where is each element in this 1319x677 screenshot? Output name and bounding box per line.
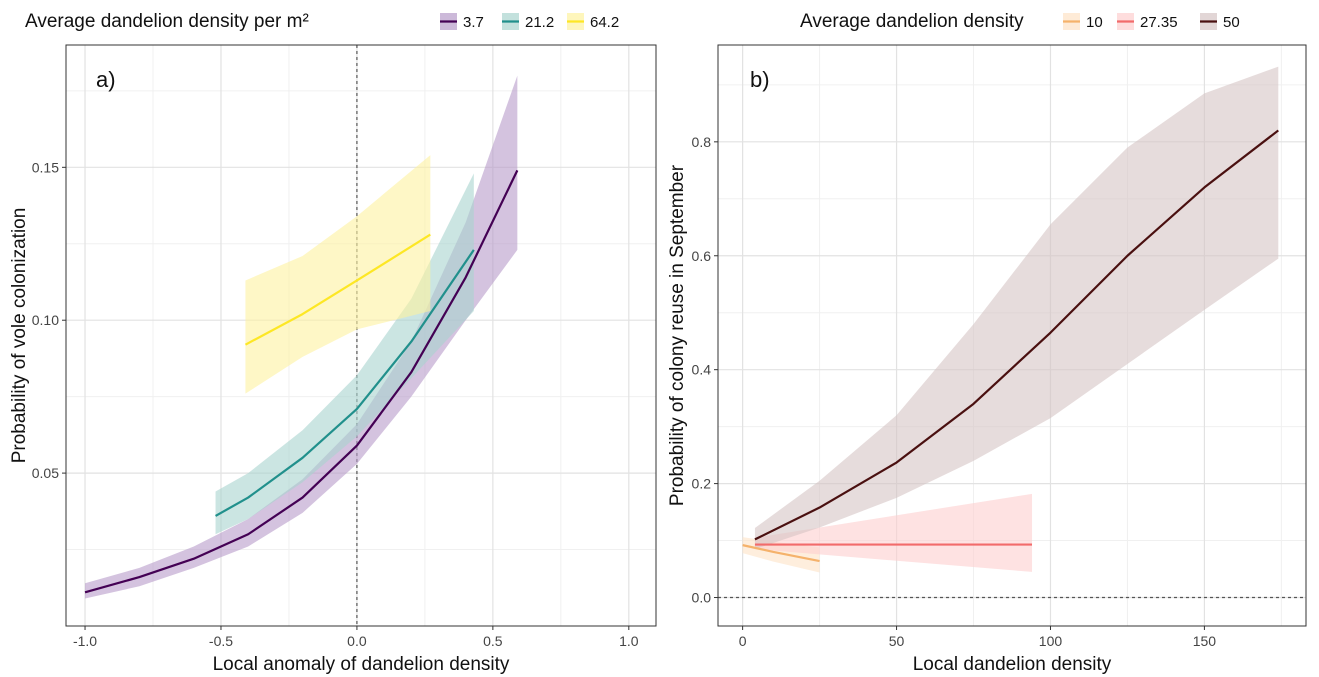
panel-a: -1.0 -0.5 0.0 0.5 1.0 0.05 0.10 0.15 Local anoma…: [9, 11, 657, 675]
y-tick-label: 0.05: [32, 465, 59, 481]
legend-label-3.7: 3.7: [463, 14, 484, 31]
legend-label-64.2: 64.2: [590, 14, 619, 31]
legend-title: Average dandelion density: [800, 11, 1024, 32]
y-tick-label: 0.8: [692, 134, 712, 150]
plot-area-a: [66, 45, 656, 626]
legend-b: Average dandelion density 10 27.35 50: [800, 11, 1240, 32]
x-tick-label: 50: [889, 633, 905, 649]
series-line-21.2: [214, 249, 475, 517]
x-axis-title: Local dandelion density: [913, 654, 1112, 675]
ci-band-64.2: [245, 155, 431, 394]
panel-border-b: [717, 44, 1307, 627]
ci-band-27.35: [754, 493, 1033, 572]
series-line-64.2: [244, 233, 431, 346]
legend-label-21.2: 21.2: [525, 14, 554, 31]
y-tick-label: 0.4: [692, 362, 712, 378]
x-tick-label: 0.5: [483, 633, 503, 649]
y-tick-label: 0.0: [692, 590, 712, 606]
panel-border-a: [65, 44, 657, 627]
x-tick-label: 0.0: [347, 633, 367, 649]
x-tick-label: 1.0: [619, 633, 639, 649]
legend-a: Average dandelion density per m² 3.7 21.2 6…: [25, 11, 619, 32]
series-line-3.7: [84, 169, 519, 594]
y-tick-label: 0.15: [32, 159, 59, 175]
y-tick-label: 0.2: [692, 476, 712, 492]
x-tick-label: 100: [1039, 633, 1063, 649]
panel-label: b): [750, 67, 770, 92]
y-tick-label: 0.6: [692, 248, 712, 264]
x-tick-label: 0: [739, 633, 747, 649]
legend-label-10: 10: [1086, 14, 1103, 31]
legend-label-50: 50: [1223, 14, 1240, 31]
series-line-10: [742, 544, 820, 563]
panel-b: 0 50 100 150 0.0 0.2 0.4 0.6 0.8 Local dandelion …: [667, 11, 1307, 675]
panel-label: a): [96, 67, 116, 92]
x-tick-label: 150: [1193, 633, 1217, 649]
x-tick-label: -1.0: [73, 633, 97, 649]
x-axis-title: Local anomaly of dandelion density: [213, 654, 510, 675]
y-axis-title: Probability of colony reuse in September: [667, 164, 688, 506]
legend-label-27.35: 27.35: [1140, 14, 1178, 31]
x-tick-label: -0.5: [209, 633, 233, 649]
y-axis-title: Probability of vole colonization: [9, 208, 30, 464]
y-tick-label: 0.10: [32, 312, 59, 328]
legend-title: Average dandelion density per m²: [25, 11, 309, 32]
ci-band-50: [754, 66, 1279, 550]
series-line-50: [754, 129, 1279, 541]
